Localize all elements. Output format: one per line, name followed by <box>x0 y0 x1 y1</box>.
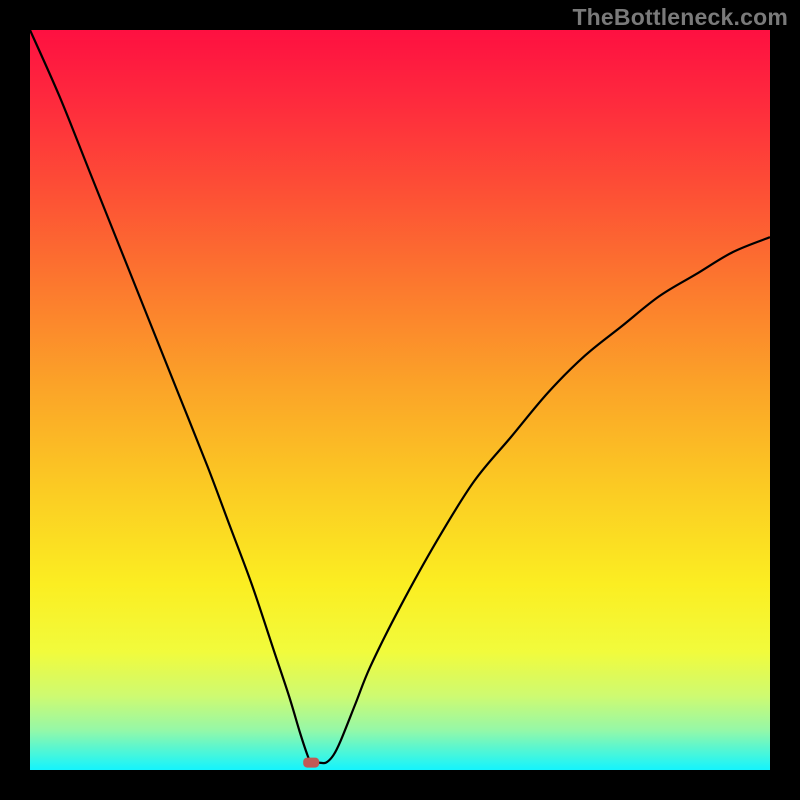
optimum-marker <box>303 758 319 768</box>
gradient-background <box>30 30 770 770</box>
watermark-text: TheBottleneck.com <box>572 4 788 31</box>
plot-svg <box>0 0 800 800</box>
